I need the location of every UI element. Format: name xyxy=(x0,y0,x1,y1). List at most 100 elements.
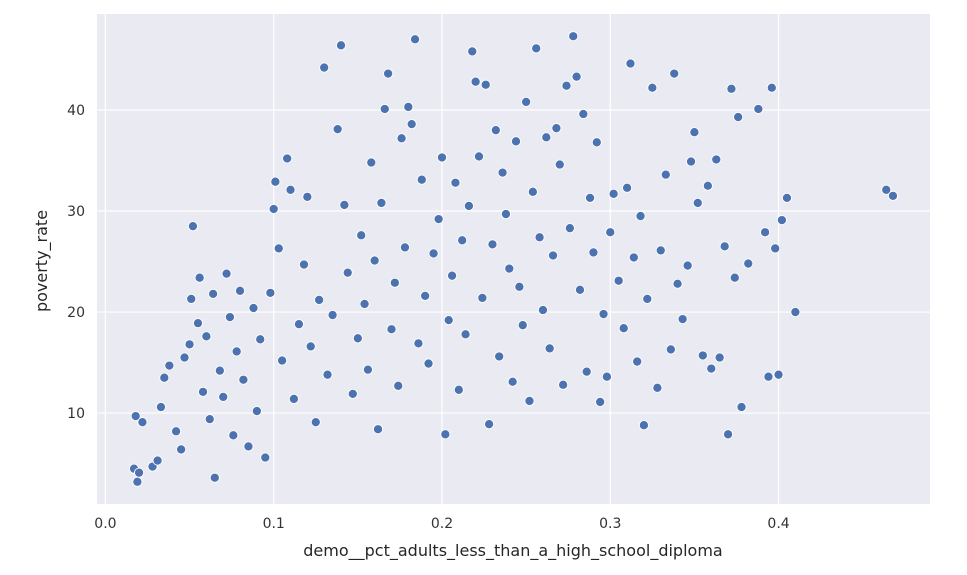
data-point xyxy=(443,315,454,326)
data-point xyxy=(248,302,259,314)
data-point xyxy=(541,132,552,143)
data-point xyxy=(134,467,145,478)
data-point xyxy=(265,287,276,298)
data-point xyxy=(450,177,461,188)
data-point xyxy=(591,137,602,148)
data-point xyxy=(497,167,508,178)
data-point xyxy=(221,268,232,279)
data-point xyxy=(642,293,653,304)
y-tick-label: 10 xyxy=(67,406,85,422)
data-point xyxy=(372,424,384,435)
y-tick-label: 40 xyxy=(67,103,85,119)
grid-lines xyxy=(97,14,930,504)
data-point xyxy=(159,372,170,383)
data-point xyxy=(714,352,725,363)
data-point xyxy=(433,214,444,225)
data-point xyxy=(302,191,313,202)
data-point xyxy=(689,127,700,138)
data-point xyxy=(622,182,633,193)
x-tick-label: 0.4 xyxy=(767,516,789,532)
data-point xyxy=(510,136,522,147)
data-point xyxy=(251,406,262,417)
data-point xyxy=(632,356,643,367)
data-point xyxy=(420,290,431,301)
data-point xyxy=(152,455,163,466)
data-point xyxy=(618,323,629,334)
x-tick-labels: 0.0 0.1 0.2 0.3 0.4 xyxy=(94,516,789,532)
data-point xyxy=(697,350,708,361)
data-point xyxy=(534,232,545,243)
data-point xyxy=(362,364,373,375)
data-point xyxy=(547,250,559,261)
data-point xyxy=(282,153,293,164)
data-point xyxy=(480,79,491,90)
data-point xyxy=(887,190,899,201)
data-point xyxy=(537,304,548,316)
data-point xyxy=(470,76,481,87)
data-point xyxy=(447,270,458,281)
data-point xyxy=(581,366,592,377)
data-point xyxy=(729,272,740,283)
data-point xyxy=(507,376,518,387)
data-point xyxy=(187,221,198,232)
data-point xyxy=(711,154,722,165)
data-point xyxy=(766,82,777,93)
data-point xyxy=(467,46,478,57)
data-point xyxy=(314,294,325,305)
data-point xyxy=(652,382,663,393)
data-point xyxy=(194,272,205,283)
data-point xyxy=(386,324,397,335)
data-point xyxy=(179,352,190,363)
data-point xyxy=(366,157,377,168)
data-point xyxy=(665,344,676,355)
x-tick-label: 0.0 xyxy=(94,516,116,532)
data-point xyxy=(369,255,380,266)
data-point xyxy=(527,186,538,197)
data-point xyxy=(332,124,343,135)
data-point xyxy=(500,208,511,220)
data-point xyxy=(379,103,390,115)
data-point xyxy=(389,277,400,288)
data-point xyxy=(410,34,421,45)
data-point xyxy=(628,252,639,263)
data-point xyxy=(677,314,688,325)
data-point xyxy=(270,176,281,187)
data-point xyxy=(255,334,266,345)
data-point xyxy=(706,363,717,374)
data-point xyxy=(736,401,747,413)
data-point xyxy=(130,411,141,422)
data-point xyxy=(635,211,646,222)
data-point xyxy=(638,420,649,431)
data-point xyxy=(682,260,693,271)
data-point xyxy=(781,192,793,203)
data-point xyxy=(197,386,209,397)
data-point xyxy=(578,108,589,120)
data-point xyxy=(192,318,204,329)
data-point xyxy=(359,298,370,310)
data-point xyxy=(137,417,148,428)
data-point xyxy=(726,83,737,94)
data-point xyxy=(613,275,624,286)
data-point xyxy=(881,184,892,195)
data-point xyxy=(268,203,279,215)
data-point xyxy=(571,71,582,82)
data-point xyxy=(692,197,703,208)
data-point xyxy=(561,80,572,91)
data-point xyxy=(524,395,535,406)
data-point xyxy=(428,248,439,259)
data-point xyxy=(460,329,471,340)
data-point xyxy=(514,281,525,292)
data-point xyxy=(669,68,680,79)
data-point xyxy=(132,476,143,487)
data-point xyxy=(155,401,166,413)
data-point xyxy=(477,292,488,303)
data-point xyxy=(544,343,555,354)
data-point xyxy=(660,169,671,180)
data-point xyxy=(342,267,353,278)
data-point xyxy=(164,360,175,371)
data-point xyxy=(733,112,744,123)
data-point xyxy=(770,243,781,254)
data-point xyxy=(352,333,363,344)
data-point xyxy=(305,341,316,352)
